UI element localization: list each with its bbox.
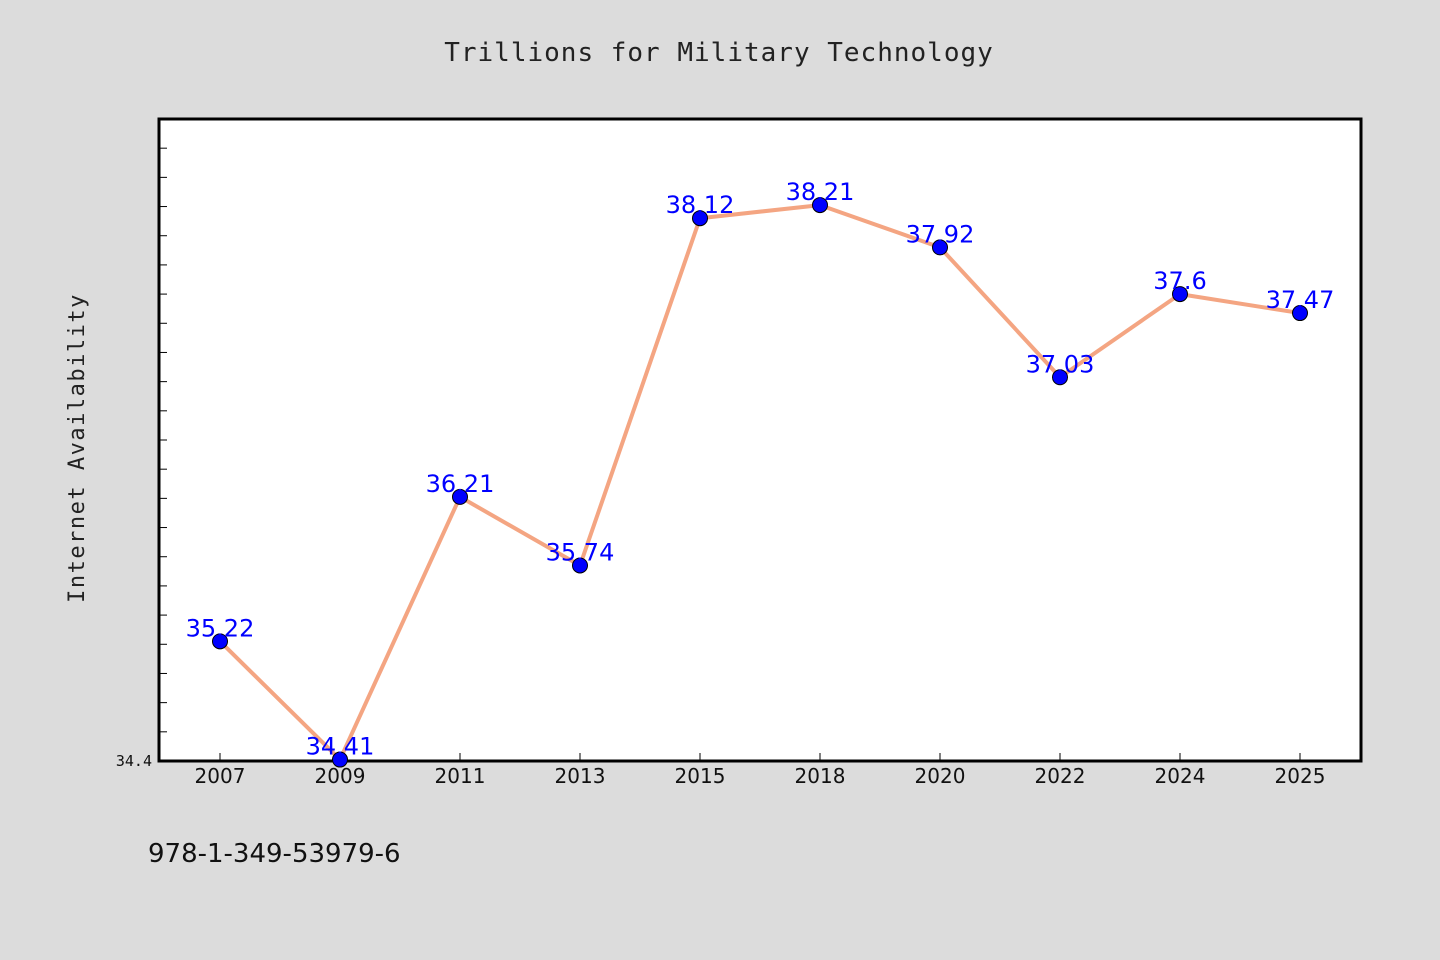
y-tick-label: 34.4 (116, 752, 152, 770)
x-tick-label: 2015 (675, 764, 726, 788)
data-label: 37.47 (1266, 286, 1335, 314)
data-label: 34.41 (306, 733, 375, 761)
data-point (452, 488, 468, 505)
plot-area (157, 117, 1363, 763)
x-tick-label: 2022 (1035, 764, 1086, 788)
series-line (218, 203, 1301, 762)
data-labels: 35.22 34.41 36.21 35.74 38.12 38.21 37.92 37.03… (186, 178, 1335, 760)
chart-title: Trillions for Military Technology (444, 38, 994, 68)
y-axis-label: Internet Availability (65, 293, 90, 603)
data-point (332, 751, 348, 768)
x-tick-label: 2013 (555, 764, 606, 788)
x-tick-label: 2011 (435, 764, 486, 788)
data-label: 35.22 (186, 614, 255, 642)
data-label: 38.12 (666, 191, 735, 219)
data-point (212, 633, 228, 650)
x-tick-label: 2024 (1155, 764, 1206, 788)
data-point (1292, 305, 1308, 322)
isbn-text: 978-1-349-53979-6 (148, 839, 401, 869)
x-tick-label: 2018 (795, 764, 846, 788)
x-tick-label: 2009 (315, 764, 366, 788)
x-tick-label: 2007 (195, 764, 246, 788)
x-tick-label: 2025 (1275, 764, 1326, 788)
data-label: 37.03 (1026, 350, 1095, 378)
data-label: 38.21 (786, 178, 855, 206)
data-label: 37.92 (906, 220, 975, 248)
data-point (932, 239, 948, 256)
data-markers (212, 197, 1308, 768)
data-point (692, 210, 708, 227)
data-label: 37.6 (1153, 267, 1206, 295)
data-label: 35.74 (546, 538, 615, 566)
data-point (1172, 286, 1188, 303)
y-axis-ticks (159, 118, 167, 762)
data-point (812, 197, 828, 214)
data-label: 36.21 (426, 470, 495, 498)
data-point (572, 557, 588, 574)
x-tick-labels: 2007 2009 2011 2013 2015 2018 2020 2022 2024 2025 (195, 764, 1326, 788)
data-point (1052, 369, 1068, 386)
x-tick-label: 2020 (915, 764, 966, 788)
